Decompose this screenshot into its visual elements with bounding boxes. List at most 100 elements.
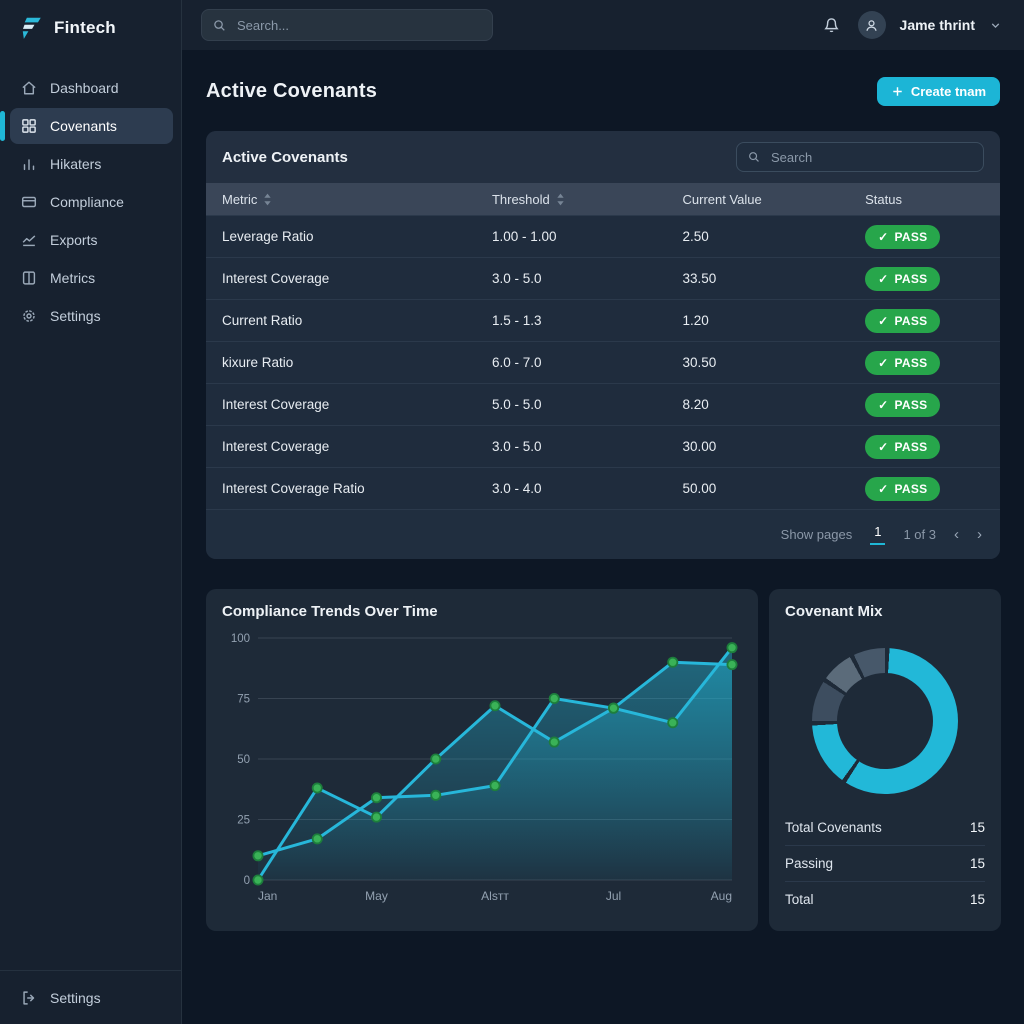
data-point (252, 874, 264, 886)
create-button-label: Create tnam (910, 83, 986, 99)
next-page-icon[interactable]: › (977, 526, 982, 543)
stat-row-total-covenants: Total Covenants 15 (785, 810, 985, 846)
prev-page-icon[interactable]: ‹ (954, 526, 959, 543)
sidebar-item-compliance[interactable]: Compliance (10, 184, 173, 220)
donut-chart-title: Covenant Mix (785, 603, 883, 620)
status-cell: ✓ PASS (849, 476, 1000, 501)
data-point (548, 693, 560, 705)
stat-label: Total Covenants (785, 820, 882, 835)
sidebar-footer-settings[interactable]: Settings (0, 970, 181, 1024)
metric-cell: kixure Ratio (222, 355, 294, 370)
global-search[interactable] (201, 9, 493, 41)
covenants-table-card: Active Covenants Metric Threshold Current … (206, 131, 1000, 559)
current-value-cell: 30.50 (682, 355, 717, 370)
line-chart-svg: 0 25 50 75 100 Jan May Alsтт Jul Aug (231, 633, 738, 903)
threshold-cell: 1.5 - 1.3 (491, 313, 542, 328)
sidebar-item-metrics[interactable]: Metrics (10, 260, 173, 296)
status-badge: ✓ PASS (865, 434, 941, 459)
pagination-info: 1 of 3 (903, 527, 936, 542)
y-tick-label: 25 (237, 815, 250, 827)
grid-icon (20, 117, 38, 135)
sidebar-item-dashboard[interactable]: Dashboard (10, 70, 173, 106)
create-button[interactable]: Create tnam (876, 76, 1000, 106)
sidebar-item-label: Dashboard (50, 80, 119, 96)
column-header-threshold[interactable]: Threshold (476, 192, 667, 207)
avatar[interactable] (857, 11, 886, 39)
global-search-input[interactable] (235, 16, 482, 34)
sidebar-item-label: Settings (50, 308, 101, 324)
metric-cell: Interest Coverage (222, 439, 330, 454)
table-row: Interest Coverage 3.0 - 5.0 30.00 ✓ PASS (206, 425, 1000, 467)
data-point (252, 850, 264, 862)
pagination: Show pages 1 1 of 3 ‹ › (206, 509, 1000, 559)
bell-icon[interactable] (820, 13, 844, 37)
sidebar-footer-label: Settings (50, 989, 101, 1006)
stat-value: 15 (969, 820, 985, 835)
status-badge: ✓ PASS (865, 392, 941, 417)
y-tick-label: 75 (237, 694, 250, 706)
sidebar-item-exports[interactable]: Exports (10, 222, 173, 258)
sidebar-nav: Dashboard Covenants Hikaters Compliance Expo… (0, 70, 181, 970)
current-value-cell: 50.00 (682, 481, 717, 496)
data-point (370, 811, 382, 823)
x-tick-label: Alsтт (481, 889, 509, 903)
status-badge: ✓ PASS (865, 308, 941, 333)
table-search[interactable] (736, 142, 984, 172)
threshold-cell: 3.0 - 5.0 (491, 271, 542, 286)
threshold-cell: 1.00 - 1.00 (491, 229, 557, 244)
status-label: PASS (894, 229, 928, 244)
metric-cell: Leverage Ratio (222, 229, 314, 244)
sidebar: Fintech Dashboard Covenants Hikaters Compli… (0, 0, 182, 1024)
y-tick-label: 50 (237, 754, 250, 766)
status-label: PASS (894, 439, 928, 454)
page-head: Active Covenants Create tnam (206, 76, 1000, 106)
search-icon (747, 150, 761, 164)
brand-logo-icon (18, 15, 44, 41)
chevron-down-icon[interactable] (989, 19, 1002, 32)
search-icon (212, 18, 227, 33)
metric-cell: Current Ratio (222, 313, 303, 328)
sidebar-item-covenants[interactable]: Covenants (0, 108, 173, 144)
status-cell: ✓ PASS (849, 266, 1000, 291)
topbar: Jame thrint (182, 0, 1024, 50)
stat-value: 15 (969, 892, 985, 907)
x-tick-label: Aug (711, 889, 732, 903)
threshold-cell: 5.0 - 5.0 (491, 397, 542, 412)
check-icon: ✓ (878, 481, 889, 496)
content: Active Covenants Create tnam Active Cove… (182, 50, 1024, 1024)
status-cell: ✓ PASS (849, 308, 1000, 333)
check-icon: ✓ (878, 397, 889, 412)
check-icon: ✓ (878, 313, 889, 328)
column-header-status: Status (849, 192, 1000, 207)
status-label: PASS (894, 481, 928, 496)
x-tick-label: Jul (606, 889, 621, 903)
status-badge: ✓ PASS (865, 224, 941, 249)
charts-row: Compliance Trends Over Time 0 25 50 75 100 Ja… (206, 589, 1001, 931)
sidebar-item-hikaters[interactable]: Hikaters (10, 146, 173, 182)
book-icon (20, 269, 38, 287)
gear-icon (20, 307, 38, 325)
sidebar-item-label: Exports (50, 232, 98, 248)
current-value-cell: 2.50 (682, 229, 709, 244)
status-cell: ✓ PASS (849, 350, 1000, 375)
table-row: Interest Coverage 5.0 - 5.0 8.20 ✓ PASS (206, 383, 1000, 425)
sort-icon (556, 193, 565, 206)
data-point (667, 656, 679, 668)
page-number[interactable]: 1 (870, 524, 886, 545)
column-label: Current Value (682, 191, 762, 207)
sidebar-item-settings[interactable]: Settings (10, 298, 173, 334)
wallet-icon (20, 193, 38, 211)
user-menu[interactable]: Jame thrint (899, 17, 975, 33)
data-point (548, 736, 560, 748)
data-point (726, 642, 738, 654)
status-cell: ✓ PASS (849, 434, 1000, 459)
status-label: PASS (894, 397, 928, 412)
sort-icon (263, 193, 272, 206)
column-header-metric[interactable]: Metric (206, 192, 476, 207)
current-value-cell: 33.50 (682, 271, 717, 286)
plus-icon (891, 85, 904, 98)
stat-value: 15 (969, 856, 985, 871)
threshold-cell: 6.0 - 7.0 (491, 355, 542, 370)
table-search-input[interactable] (769, 148, 973, 166)
current-value-cell: 30.00 (682, 439, 717, 454)
